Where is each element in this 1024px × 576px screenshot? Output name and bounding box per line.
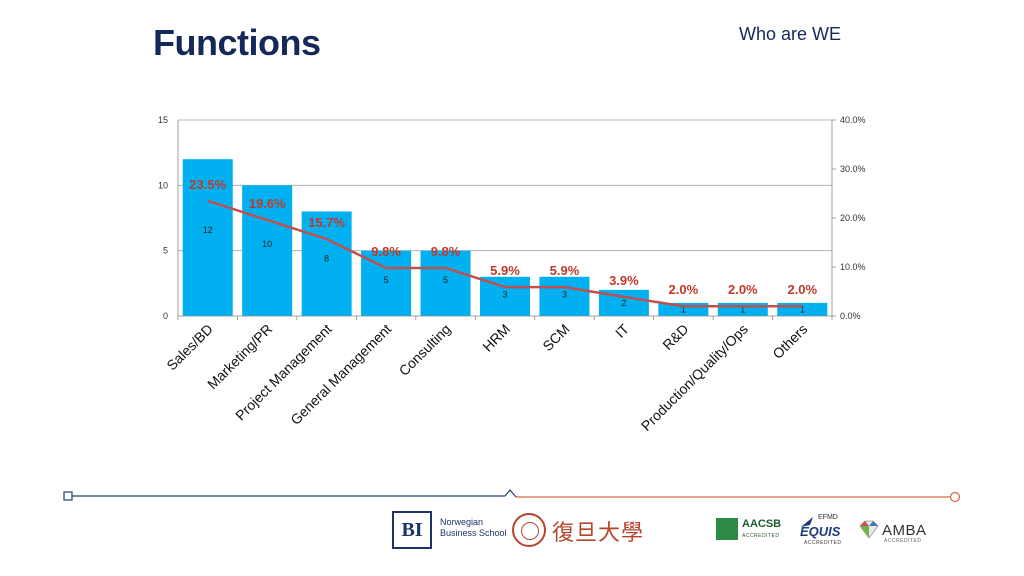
page-title: Functions [153,22,321,63]
percent-label: 2.0% [787,282,817,297]
bar-value-label: 1 [681,304,686,314]
bi-logo-line2: Business School [440,528,507,538]
bar [242,185,293,316]
percent-label: 5.9% [490,263,520,278]
bar-value-label: 10 [262,239,272,249]
percent-label: 3.9% [609,273,639,288]
amba-logo-sub: ACCREDITED [884,538,922,544]
bar-value-label: 5 [443,275,448,285]
y-left-tick-label: 10 [158,180,168,190]
bi-logo: BI [392,511,432,549]
fudan-seal-icon [512,513,546,547]
fudan-logo-text: 復旦大學 [552,521,645,546]
bar [480,276,530,316]
percent-label: 9.8% [431,244,461,259]
percent-label: 2.0% [669,282,699,297]
aacsb-logo-name: AACSB [742,518,782,530]
aacsb-logo-sub: ACCREDITED [742,533,780,539]
y-right-tick-label: 0.0% [840,311,861,321]
divider-circle-marker [949,491,961,503]
divider-square-marker [63,491,73,501]
percent-label: 5.9% [550,263,580,278]
y-right-tick-label: 30.0% [840,164,866,174]
bi-logo-text: Norwegian Business School [440,517,507,539]
efmd-text: EFMD [818,514,838,521]
percent-label: 15.7% [308,215,345,230]
bar [361,250,412,316]
percent-line [207,199,803,308]
bi-logo-line1: Norwegian [440,517,484,527]
bar-value-label: 1 [800,304,805,314]
bar [539,276,590,316]
amba-gem-icon [859,520,879,539]
y-right-tick-label: 40.0% [840,115,866,125]
bar [182,159,233,316]
y-left-tick-label: 5 [163,246,168,256]
aacsb-logo-icon [716,518,738,540]
y-left-tick-label: 15 [158,115,168,125]
equis-logo-text: EQUIS [800,524,841,539]
bar [301,211,352,316]
y-right-tick-label: 10.0% [840,262,866,272]
bar-value-label: 12 [203,225,213,235]
bar-value-label: 2 [621,298,626,308]
equis-swoosh-icon [801,517,813,527]
bar-value-label: 5 [384,275,389,285]
page-subtitle: Who are WE [739,24,842,44]
percent-label: 23.5% [189,177,226,192]
percent-label: 19.6% [249,196,286,211]
y-left-tick-label: 0 [163,311,168,321]
y-right-tick-label: 20.0% [840,213,866,223]
percent-label: 2.0% [728,282,758,297]
aacsb-logo: AACSB ACCREDITED [742,518,781,542]
percent-label: 9.8% [371,244,401,259]
amba-logo-text: AMBA [882,522,927,539]
bar-value-label: 1 [740,304,745,314]
divider-notch [504,489,517,498]
equis-logo-sub: ACCREDITED [804,540,842,546]
bar-value-label: 3 [502,289,507,299]
bar-value-label: 8 [324,254,329,264]
bar-value-label: 3 [562,289,567,299]
bar [420,250,471,316]
